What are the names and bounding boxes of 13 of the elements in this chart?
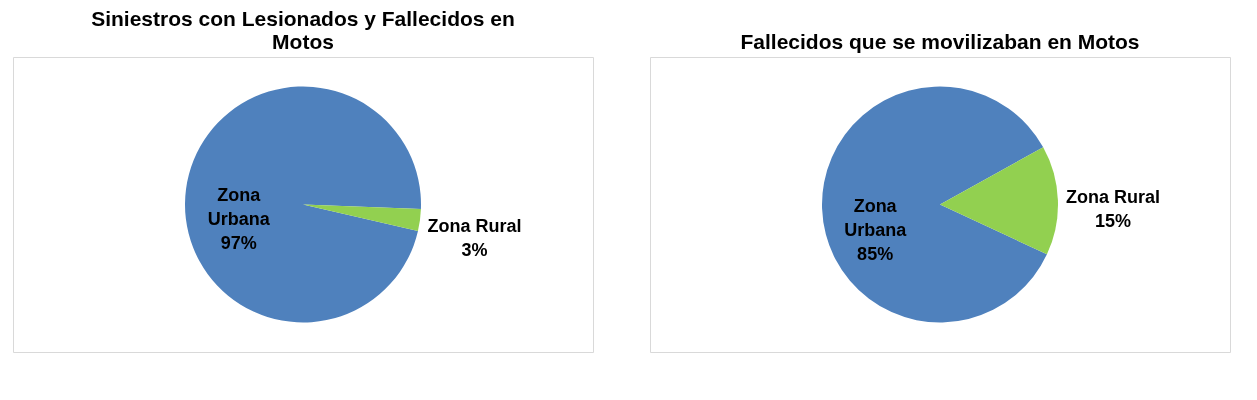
chart-title: Siniestros con Lesionados y Fallecidos en Motos — [91, 7, 515, 53]
slice-label: Zona Rural — [427, 216, 522, 237]
chart-title: Fallecidos que se movilizaban en Motos — [740, 30, 1140, 53]
data-label: 15% — [1094, 211, 1131, 232]
slice-label: Zona Urbana — [844, 195, 908, 240]
pie-slice — [185, 86, 421, 323]
data-label: 85% — [857, 243, 894, 264]
slice-label: Zona Rural — [1065, 187, 1160, 208]
pie-slice — [822, 86, 1047, 323]
slice-label: Zona Urbana — [207, 184, 271, 229]
data-label: 97% — [220, 232, 257, 253]
data-label: 3% — [461, 240, 488, 261]
pie-slice — [940, 147, 1058, 255]
